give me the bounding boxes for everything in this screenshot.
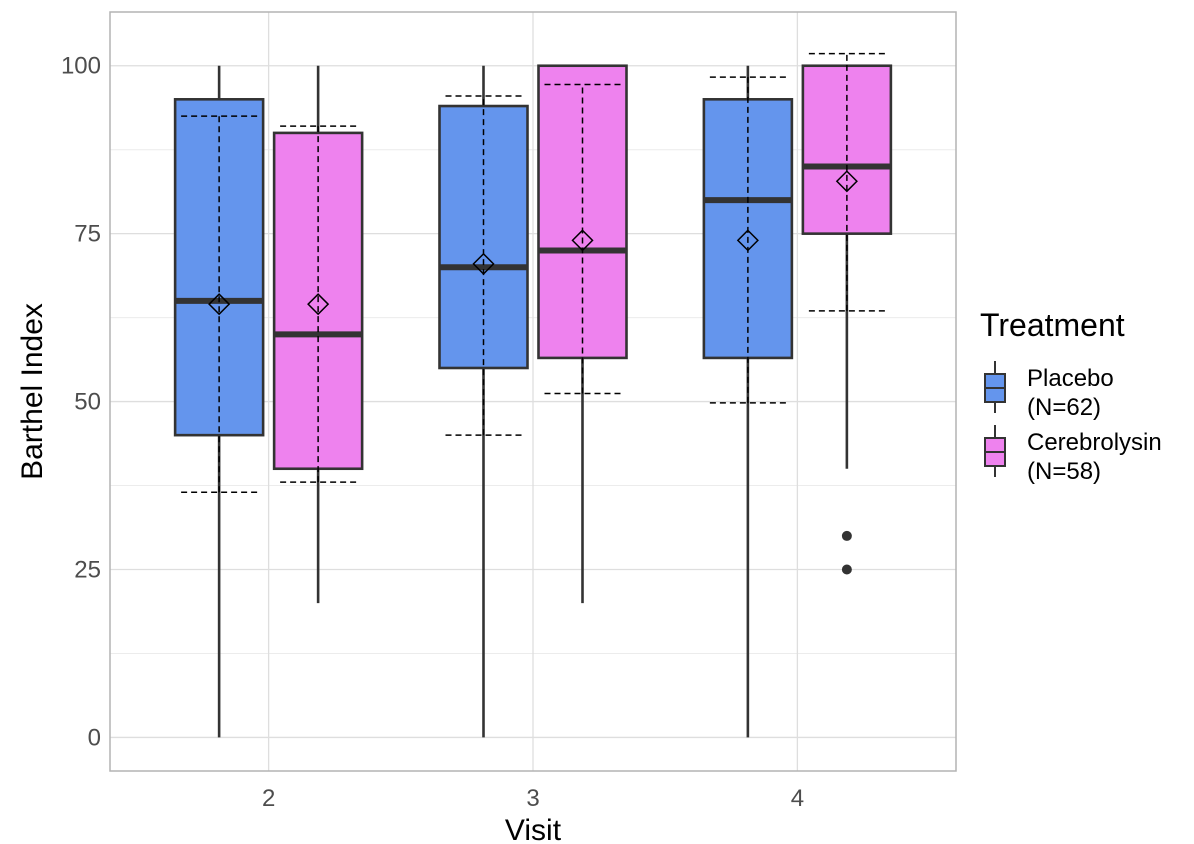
- mean-marker: [307, 293, 330, 316]
- mean-marker: [208, 293, 231, 316]
- box-iqr: [438, 104, 529, 370]
- legend-key-cerebrolysin: [984, 425, 1006, 477]
- legend-label-placebo: Placebo: [1027, 365, 1114, 392]
- legend-key-placebo: [984, 361, 1006, 413]
- outlier-point: [841, 530, 852, 541]
- x-tick-label: 3: [526, 785, 539, 812]
- y-tick-label: 50: [74, 389, 101, 416]
- box-placebo-visit-2: [173, 65, 265, 738]
- mean-marker: [736, 229, 759, 252]
- box-cerebrolysin-visit-4: [801, 52, 893, 575]
- mean-marker: [571, 229, 594, 252]
- box-placebo-visit-4: [702, 65, 794, 738]
- legend-title: Treatment: [980, 307, 1125, 343]
- y-tick-label: 100: [61, 53, 101, 80]
- boxes: [173, 52, 893, 738]
- legend-label-cerebrolysin: Cerebrolysin: [1027, 429, 1162, 456]
- legend-n-cerebrolysin: (N=58): [1027, 458, 1101, 485]
- box-cerebrolysin-visit-3: [537, 64, 628, 604]
- mean-marker: [472, 252, 495, 275]
- box-cerebrolysin-visit-2: [272, 65, 364, 604]
- y-axis-title: Barthel Index: [16, 303, 49, 480]
- mean-marker: [835, 170, 858, 193]
- legend: Placebo (N=62) Cerebrolysin (N=58): [984, 361, 1162, 485]
- axes: 0 25 50 75 100 2 3 4: [61, 53, 804, 812]
- y-tick-label: 75: [74, 221, 101, 248]
- legend-n-placebo: (N=62): [1027, 394, 1101, 421]
- y-tick-label: 0: [88, 724, 101, 751]
- box-placebo-visit-3: [438, 65, 529, 738]
- panel-border: [109, 11, 957, 772]
- outlier-point: [841, 564, 852, 575]
- x-tick-label: 2: [262, 785, 275, 812]
- x-tick-label: 4: [791, 785, 804, 812]
- x-axis-title: Visit: [505, 814, 562, 844]
- y-tick-label: 25: [74, 556, 101, 583]
